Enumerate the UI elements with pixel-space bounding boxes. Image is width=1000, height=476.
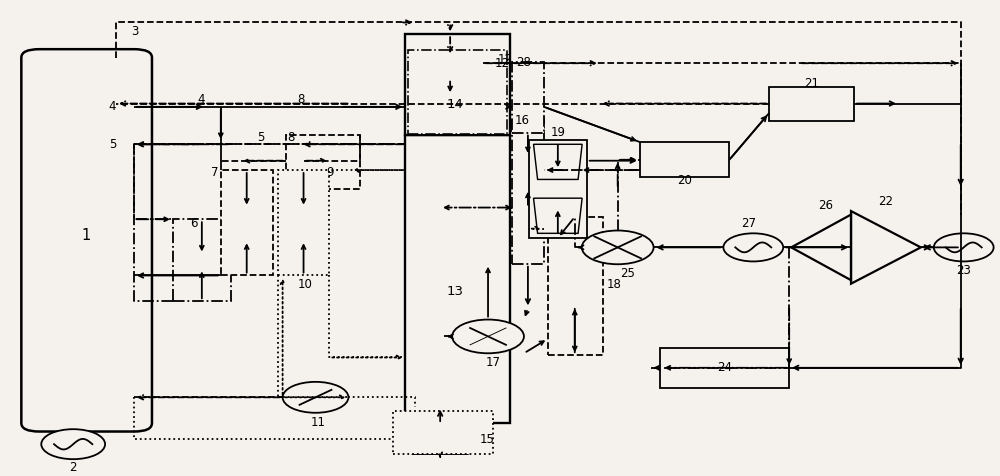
Text: 2: 2 <box>69 461 77 474</box>
Text: 22: 22 <box>878 195 893 208</box>
Bar <box>405 135 510 423</box>
Text: 25: 25 <box>620 267 635 280</box>
Bar <box>512 119 544 264</box>
Bar <box>415 60 475 75</box>
Circle shape <box>934 233 994 261</box>
Text: 3: 3 <box>131 25 138 39</box>
Bar <box>512 62 544 133</box>
Text: 15: 15 <box>480 433 495 446</box>
Bar <box>173 219 231 301</box>
Bar <box>660 348 789 388</box>
Text: 1: 1 <box>82 228 91 243</box>
Circle shape <box>582 230 654 264</box>
Text: 18: 18 <box>607 278 622 291</box>
Text: 12: 12 <box>495 57 510 70</box>
Circle shape <box>452 319 524 353</box>
Text: 5: 5 <box>257 131 264 144</box>
Text: 4: 4 <box>109 100 116 113</box>
Bar <box>769 87 854 121</box>
Text: 14: 14 <box>447 98 464 111</box>
Text: 11: 11 <box>311 416 326 429</box>
Text: 28: 28 <box>516 56 531 69</box>
Text: 6: 6 <box>190 218 198 230</box>
Bar <box>548 217 603 355</box>
Text: 5: 5 <box>109 138 116 151</box>
Text: 13: 13 <box>447 286 464 298</box>
Text: 7: 7 <box>211 166 219 179</box>
Text: 17: 17 <box>486 356 501 369</box>
Text: 8: 8 <box>288 131 295 144</box>
Text: 24: 24 <box>717 361 732 374</box>
Text: 21: 21 <box>804 77 819 90</box>
Bar <box>408 56 483 79</box>
Bar <box>640 142 729 177</box>
Bar <box>221 170 273 276</box>
Bar <box>286 135 360 189</box>
Text: 27: 27 <box>741 218 756 230</box>
Text: 4: 4 <box>197 93 205 106</box>
Bar <box>278 170 329 276</box>
Text: 10: 10 <box>298 278 313 291</box>
Circle shape <box>283 382 348 413</box>
Text: 20: 20 <box>677 174 692 187</box>
Text: 23: 23 <box>956 264 971 278</box>
Bar <box>405 34 510 135</box>
Text: 8: 8 <box>297 93 304 106</box>
Circle shape <box>41 429 105 459</box>
Bar <box>529 139 587 238</box>
Text: 12: 12 <box>498 53 513 67</box>
FancyBboxPatch shape <box>21 49 152 432</box>
Circle shape <box>723 233 783 261</box>
Bar <box>393 411 493 454</box>
Bar <box>408 50 507 134</box>
Text: 26: 26 <box>819 198 834 212</box>
Text: 16: 16 <box>515 114 530 128</box>
Text: 9: 9 <box>326 166 333 179</box>
Text: 19: 19 <box>550 126 565 139</box>
